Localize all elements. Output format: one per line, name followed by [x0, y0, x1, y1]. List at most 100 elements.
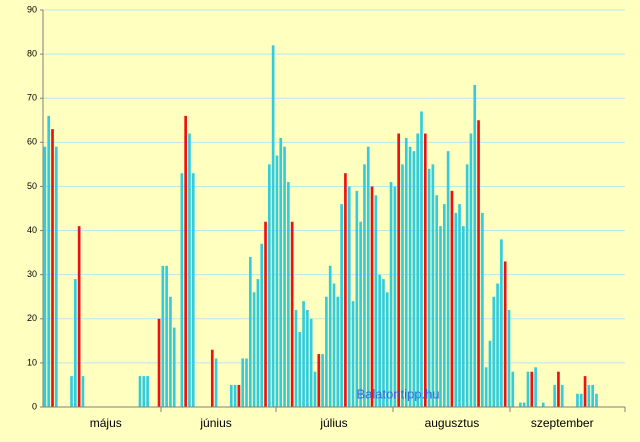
- bar: [401, 164, 404, 407]
- bar: [446, 151, 450, 407]
- bar: [157, 318, 161, 407]
- bar: [500, 239, 503, 407]
- bar: [385, 292, 389, 407]
- bars: [43, 45, 598, 408]
- bar: [294, 309, 298, 407]
- x-tick-label: augusztus: [425, 416, 480, 430]
- bar: [526, 371, 530, 407]
- bar: [138, 376, 142, 407]
- y-tick-label: 30: [27, 269, 37, 279]
- bar: [237, 384, 241, 407]
- bar: [142, 376, 146, 407]
- bar: [260, 243, 264, 407]
- bar: [435, 195, 439, 407]
- bar: [210, 349, 214, 407]
- bar: [408, 146, 412, 407]
- y-tick-label: 60: [27, 137, 37, 147]
- bar: [557, 371, 560, 407]
- bar: [541, 402, 545, 407]
- bar: [484, 367, 488, 407]
- bar: [180, 173, 184, 407]
- bar: [382, 279, 385, 407]
- bar: [252, 292, 256, 407]
- y-tick-label: 0: [32, 401, 37, 411]
- bar: [275, 155, 279, 407]
- bar: [473, 84, 477, 407]
- bar: [191, 173, 195, 407]
- bar: [389, 182, 393, 407]
- bar: [404, 137, 408, 407]
- bar: [420, 111, 423, 407]
- bar: [47, 115, 51, 407]
- bar: [560, 384, 564, 407]
- bar: [245, 358, 248, 407]
- bar: [477, 120, 480, 408]
- bar: [302, 301, 305, 407]
- bar: [336, 296, 340, 407]
- bar: [287, 182, 290, 407]
- bar: [340, 204, 343, 407]
- y-tick-label: 50: [27, 181, 37, 191]
- bar: [363, 164, 366, 407]
- bar: [522, 402, 526, 407]
- bar: [347, 186, 351, 407]
- bar: [317, 354, 321, 407]
- bar: [290, 221, 294, 407]
- bar: [595, 393, 598, 407]
- bar: [511, 371, 515, 407]
- y-tick-label: 40: [27, 225, 37, 235]
- bar: [344, 173, 347, 407]
- bar: [469, 133, 473, 407]
- bar: [188, 133, 191, 407]
- bar: [423, 133, 427, 407]
- bar: [397, 133, 400, 407]
- bar: [165, 265, 168, 407]
- bar: [519, 402, 522, 407]
- bar: [321, 354, 324, 407]
- bar: [241, 358, 245, 407]
- bar: [355, 190, 359, 407]
- bar: [313, 371, 317, 407]
- y-tick-label: 90: [27, 4, 37, 14]
- bar: [74, 279, 77, 407]
- bar: [378, 274, 381, 407]
- bar: [332, 283, 336, 407]
- x-tick-label: május: [90, 416, 122, 430]
- bar: [146, 376, 149, 407]
- bar: [576, 393, 579, 407]
- bar: [169, 296, 172, 407]
- bar: [450, 190, 454, 407]
- bar: [264, 221, 267, 407]
- bar: [416, 133, 420, 407]
- bar: [306, 309, 309, 407]
- bar: [298, 332, 302, 407]
- bar: [161, 265, 165, 407]
- bar: [248, 257, 252, 407]
- bar: [442, 204, 446, 407]
- bar: [229, 384, 233, 407]
- y-tick-label: 70: [27, 93, 37, 103]
- bar: [481, 212, 484, 407]
- bar: [427, 168, 431, 407]
- x-tick-label: július: [319, 416, 347, 430]
- bar: [172, 327, 176, 407]
- bar: [309, 318, 313, 407]
- bar: [70, 376, 73, 407]
- bar: [507, 309, 511, 407]
- bar: [488, 340, 492, 407]
- bar: [587, 384, 591, 407]
- bar: [351, 301, 355, 407]
- watermark: Balatontipp.hu: [356, 386, 439, 401]
- bar: [325, 296, 328, 407]
- y-tick-label: 10: [27, 357, 37, 367]
- bar: [370, 186, 374, 407]
- bar: [492, 296, 496, 407]
- bar: [328, 265, 332, 407]
- bar: [184, 115, 187, 407]
- bar: [256, 279, 260, 407]
- bar: [530, 371, 534, 407]
- bar: [366, 146, 370, 407]
- bar: [553, 384, 556, 407]
